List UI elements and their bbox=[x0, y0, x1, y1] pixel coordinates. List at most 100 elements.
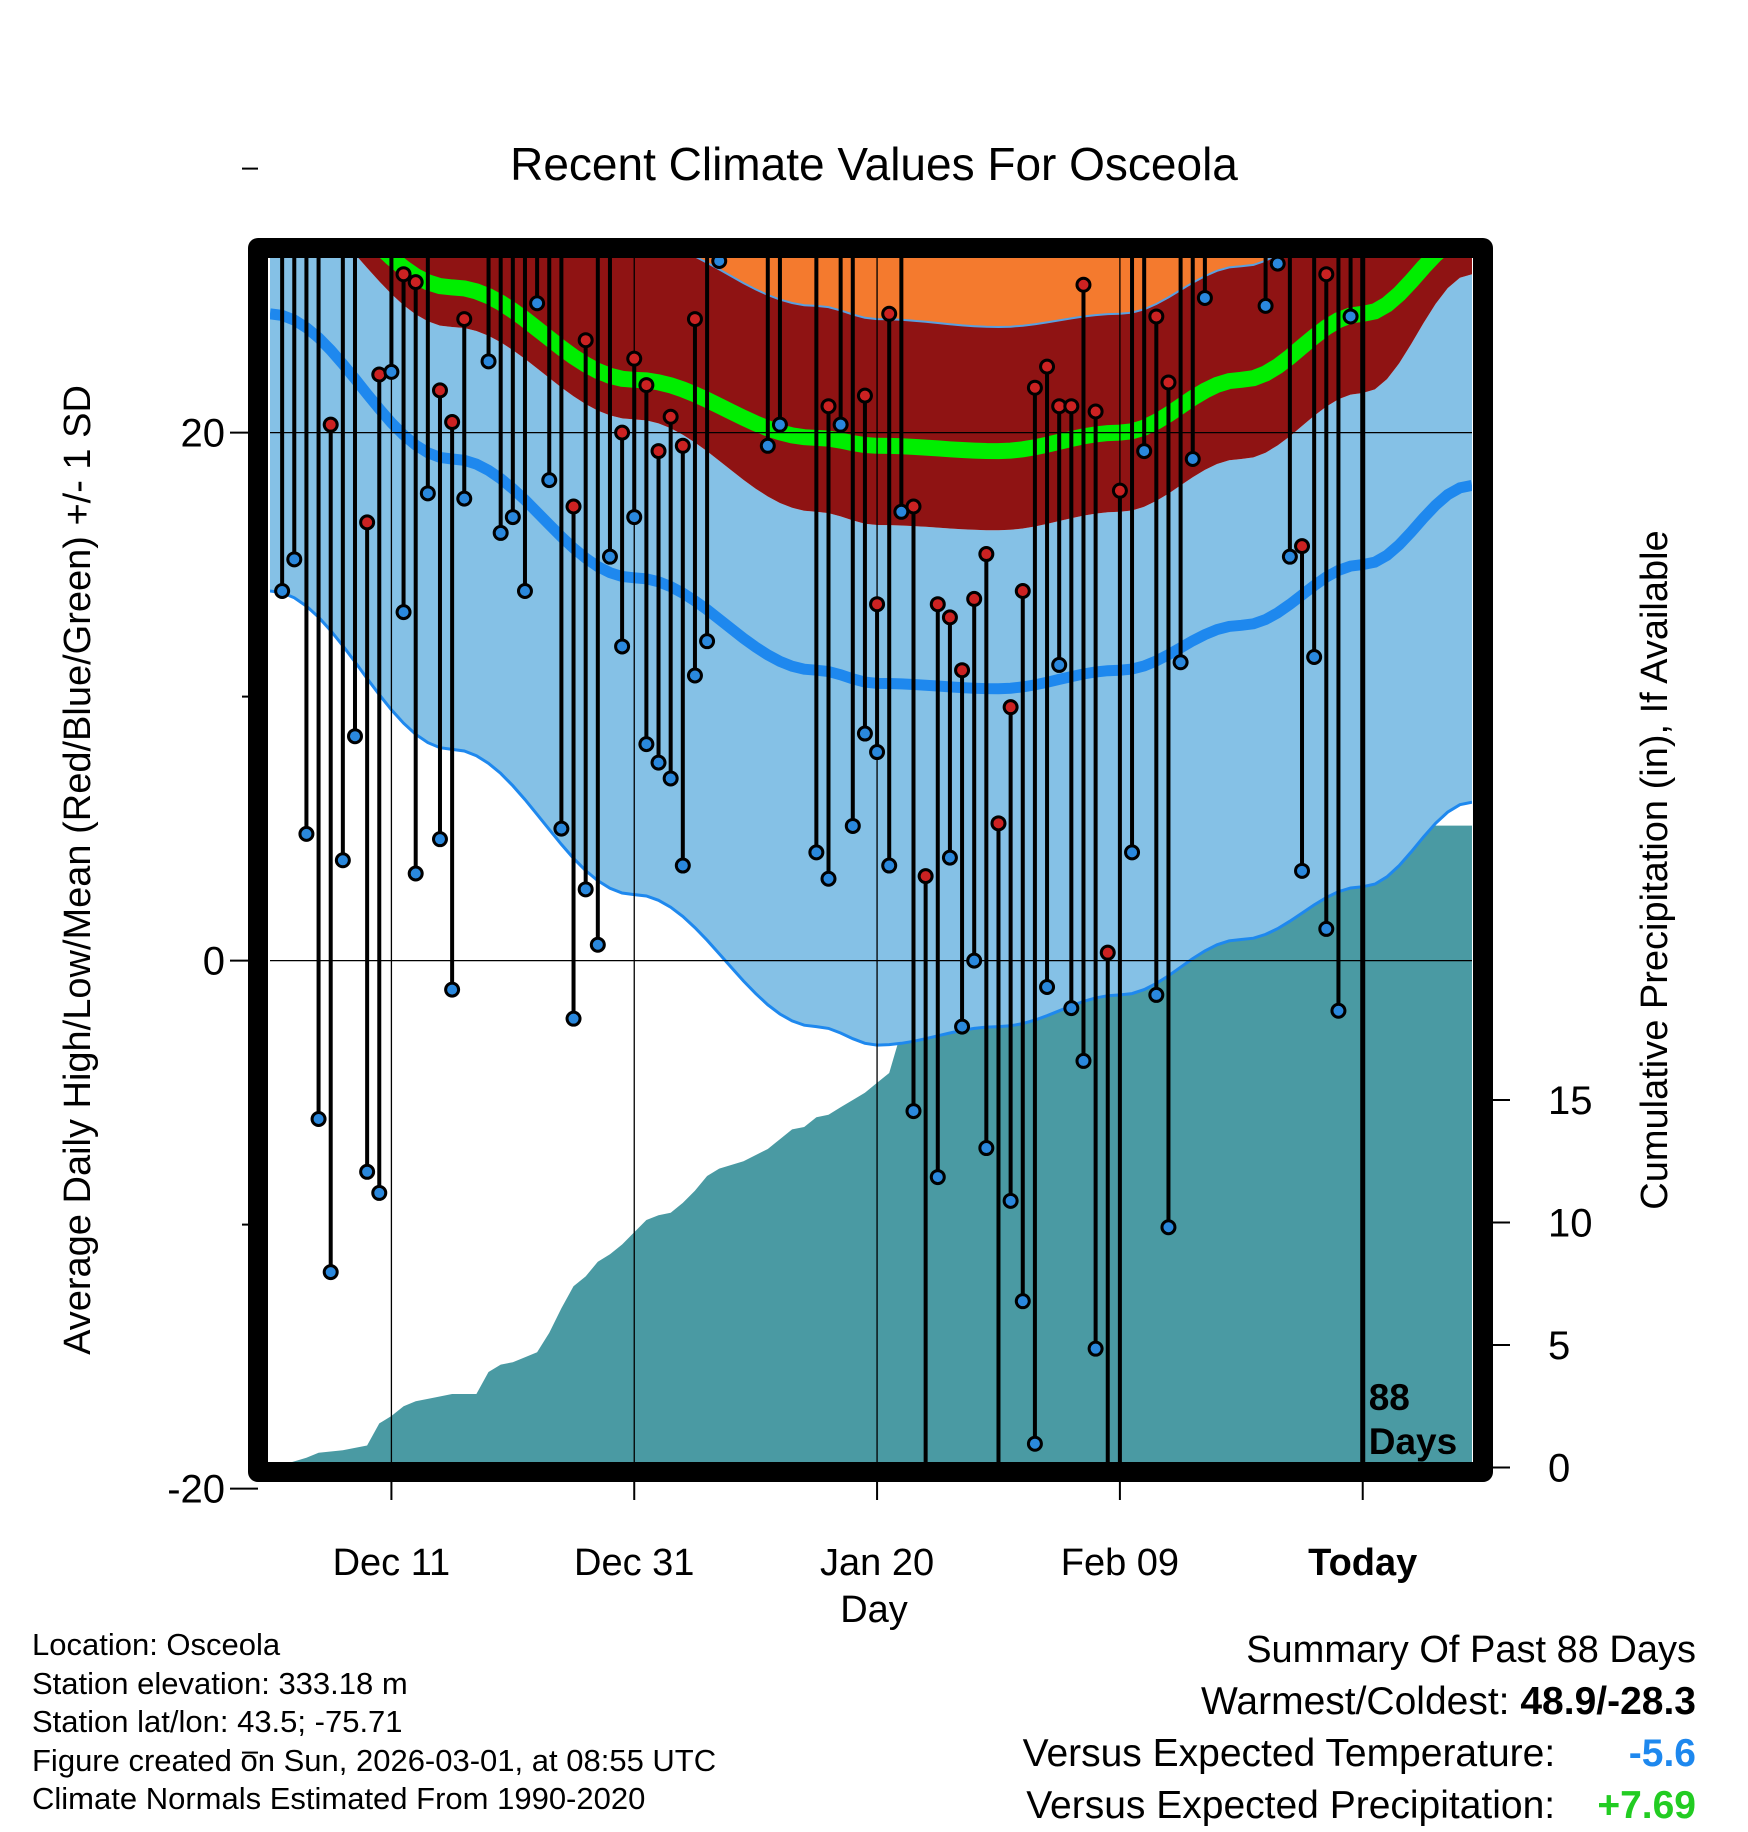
daily-high-point bbox=[1332, 4, 1345, 17]
location-text: Location: Osceola bbox=[32, 1627, 281, 1662]
daily-high-point bbox=[869, 596, 886, 613]
daily-low-point bbox=[1160, 1219, 1177, 1236]
x-tick-label: Dec 31 bbox=[574, 1542, 694, 1584]
daily-high-point bbox=[941, 609, 958, 626]
y2-tick-label: 5 bbox=[1548, 1324, 1570, 1368]
daily-low-point bbox=[869, 744, 886, 761]
daily-high-point bbox=[1294, 538, 1311, 555]
daily-low-point bbox=[577, 881, 594, 898]
daily-low-point bbox=[1087, 1340, 1104, 1357]
daily-low-point bbox=[419, 485, 436, 502]
daily-high-point bbox=[494, 43, 507, 56]
daily-high-point bbox=[1247, 27, 1260, 40]
daily-low-point bbox=[929, 1169, 946, 1186]
station-info: Location: Osceola Station elevation: 333… bbox=[32, 1626, 716, 1819]
daily-high-point bbox=[395, 266, 412, 283]
daily-low-point bbox=[832, 416, 849, 433]
daily-high-point bbox=[686, 311, 703, 328]
daily-low-point bbox=[589, 936, 606, 953]
daily-low-point bbox=[978, 1140, 995, 1157]
today-days-number: 88 bbox=[1369, 1377, 1410, 1418]
daily-high-point bbox=[662, 408, 679, 425]
daily-high-point bbox=[701, 72, 714, 85]
precip-value: +7.69 bbox=[1597, 1784, 1696, 1827]
daily-high-point bbox=[300, 178, 313, 191]
daily-high-point bbox=[1211, 17, 1224, 30]
daily-high-point bbox=[531, 9, 544, 22]
daily-high-point bbox=[905, 498, 922, 515]
daily-high-point bbox=[1002, 699, 1019, 716]
summary-precipitation: Versus Expected Precipitation: +7.69 bbox=[1023, 1780, 1696, 1832]
daily-low-point bbox=[626, 509, 643, 526]
daily-high-point bbox=[820, 398, 837, 415]
daily-low-point bbox=[383, 363, 400, 380]
daily-high-point bbox=[518, 202, 531, 215]
daily-high-point bbox=[276, 109, 289, 122]
high-sd-band bbox=[675, 248, 1288, 327]
daily-low-point bbox=[992, 1535, 1005, 1548]
daily-low-point bbox=[699, 633, 716, 650]
daily-high-point bbox=[1259, 136, 1272, 149]
x-tick-label: Jan 20 bbox=[820, 1542, 934, 1584]
daily-low-point bbox=[737, 115, 750, 128]
y2-axis-label: Cumulative Precipitation (in), If Availa… bbox=[1634, 530, 1676, 1209]
daily-low-point bbox=[786, 225, 799, 238]
daily-low-point bbox=[771, 416, 788, 433]
daily-low-point bbox=[1124, 844, 1141, 861]
daily-low-point bbox=[662, 770, 679, 787]
temp-value: -5.6 bbox=[1628, 1732, 1696, 1775]
summary-title: Summary Of Past 88 Days bbox=[1246, 1629, 1696, 1671]
low-normal-line bbox=[270, 308, 1472, 695]
x-tick-label: Today bbox=[1308, 1542, 1417, 1584]
daily-high-point bbox=[929, 596, 946, 613]
daily-low-point bbox=[1184, 451, 1201, 467]
daily-low-point bbox=[1269, 255, 1286, 272]
y2-tick-label: 10 bbox=[1548, 1202, 1593, 1246]
elevation-text: Station elevation: 333.18 m bbox=[32, 1665, 408, 1701]
daily-low-point bbox=[553, 820, 570, 837]
daily-low-point bbox=[1247, 141, 1260, 154]
daily-high-point bbox=[1283, 167, 1296, 180]
chart-title: Recent Climate Values For Osceola bbox=[510, 138, 1238, 190]
daily-high-point bbox=[638, 377, 655, 394]
x-tick-label: Feb 09 bbox=[1061, 1542, 1179, 1584]
daily-high-point bbox=[591, 59, 604, 72]
daily-low-point bbox=[1148, 986, 1165, 1003]
x-tick-label: Dec 11 bbox=[333, 1542, 451, 1584]
daily-low-point bbox=[492, 524, 509, 541]
daily-low-point bbox=[516, 583, 533, 599]
daily-low-point bbox=[298, 825, 315, 842]
daily-low-point bbox=[1172, 654, 1189, 671]
plot-frame bbox=[248, 238, 1493, 1482]
y-tick-label: 0 bbox=[203, 940, 225, 984]
daily-low-point bbox=[759, 437, 776, 454]
daily-low-point bbox=[808, 844, 825, 861]
daily-high-point bbox=[348, 181, 361, 194]
daily-high-point bbox=[322, 416, 339, 433]
daily-high-point bbox=[444, 414, 461, 431]
daily-high-point bbox=[1026, 379, 1043, 396]
daily-high-point bbox=[1063, 398, 1080, 415]
daily-low-point bbox=[274, 583, 291, 599]
daily-high-point bbox=[725, 25, 738, 38]
temp-label: Versus Expected Temperature: bbox=[1022, 1732, 1556, 1775]
daily-high-point bbox=[713, 41, 726, 54]
daily-low-point bbox=[456, 490, 473, 507]
daily-low-point bbox=[1330, 1002, 1347, 1019]
daily-low-point bbox=[431, 831, 448, 848]
daily-high-point bbox=[856, 387, 873, 404]
daily-low-point bbox=[1039, 979, 1056, 995]
daily-high-point bbox=[650, 443, 667, 460]
daily-low-point bbox=[541, 472, 558, 489]
daily-high-point bbox=[1039, 358, 1056, 375]
daily-low-point bbox=[359, 1163, 376, 1180]
daily-high-point bbox=[881, 305, 898, 322]
daily-high-point bbox=[543, 25, 556, 38]
y2-tick-label: 15 bbox=[1548, 1079, 1593, 1123]
daily-low-point bbox=[966, 952, 983, 969]
daily-low-point bbox=[1014, 1293, 1031, 1310]
y2-tick-label: 0 bbox=[1548, 1447, 1570, 1491]
precip-label: Versus Expected Precipitation: bbox=[1026, 1784, 1556, 1827]
daily-low-point bbox=[881, 857, 898, 874]
